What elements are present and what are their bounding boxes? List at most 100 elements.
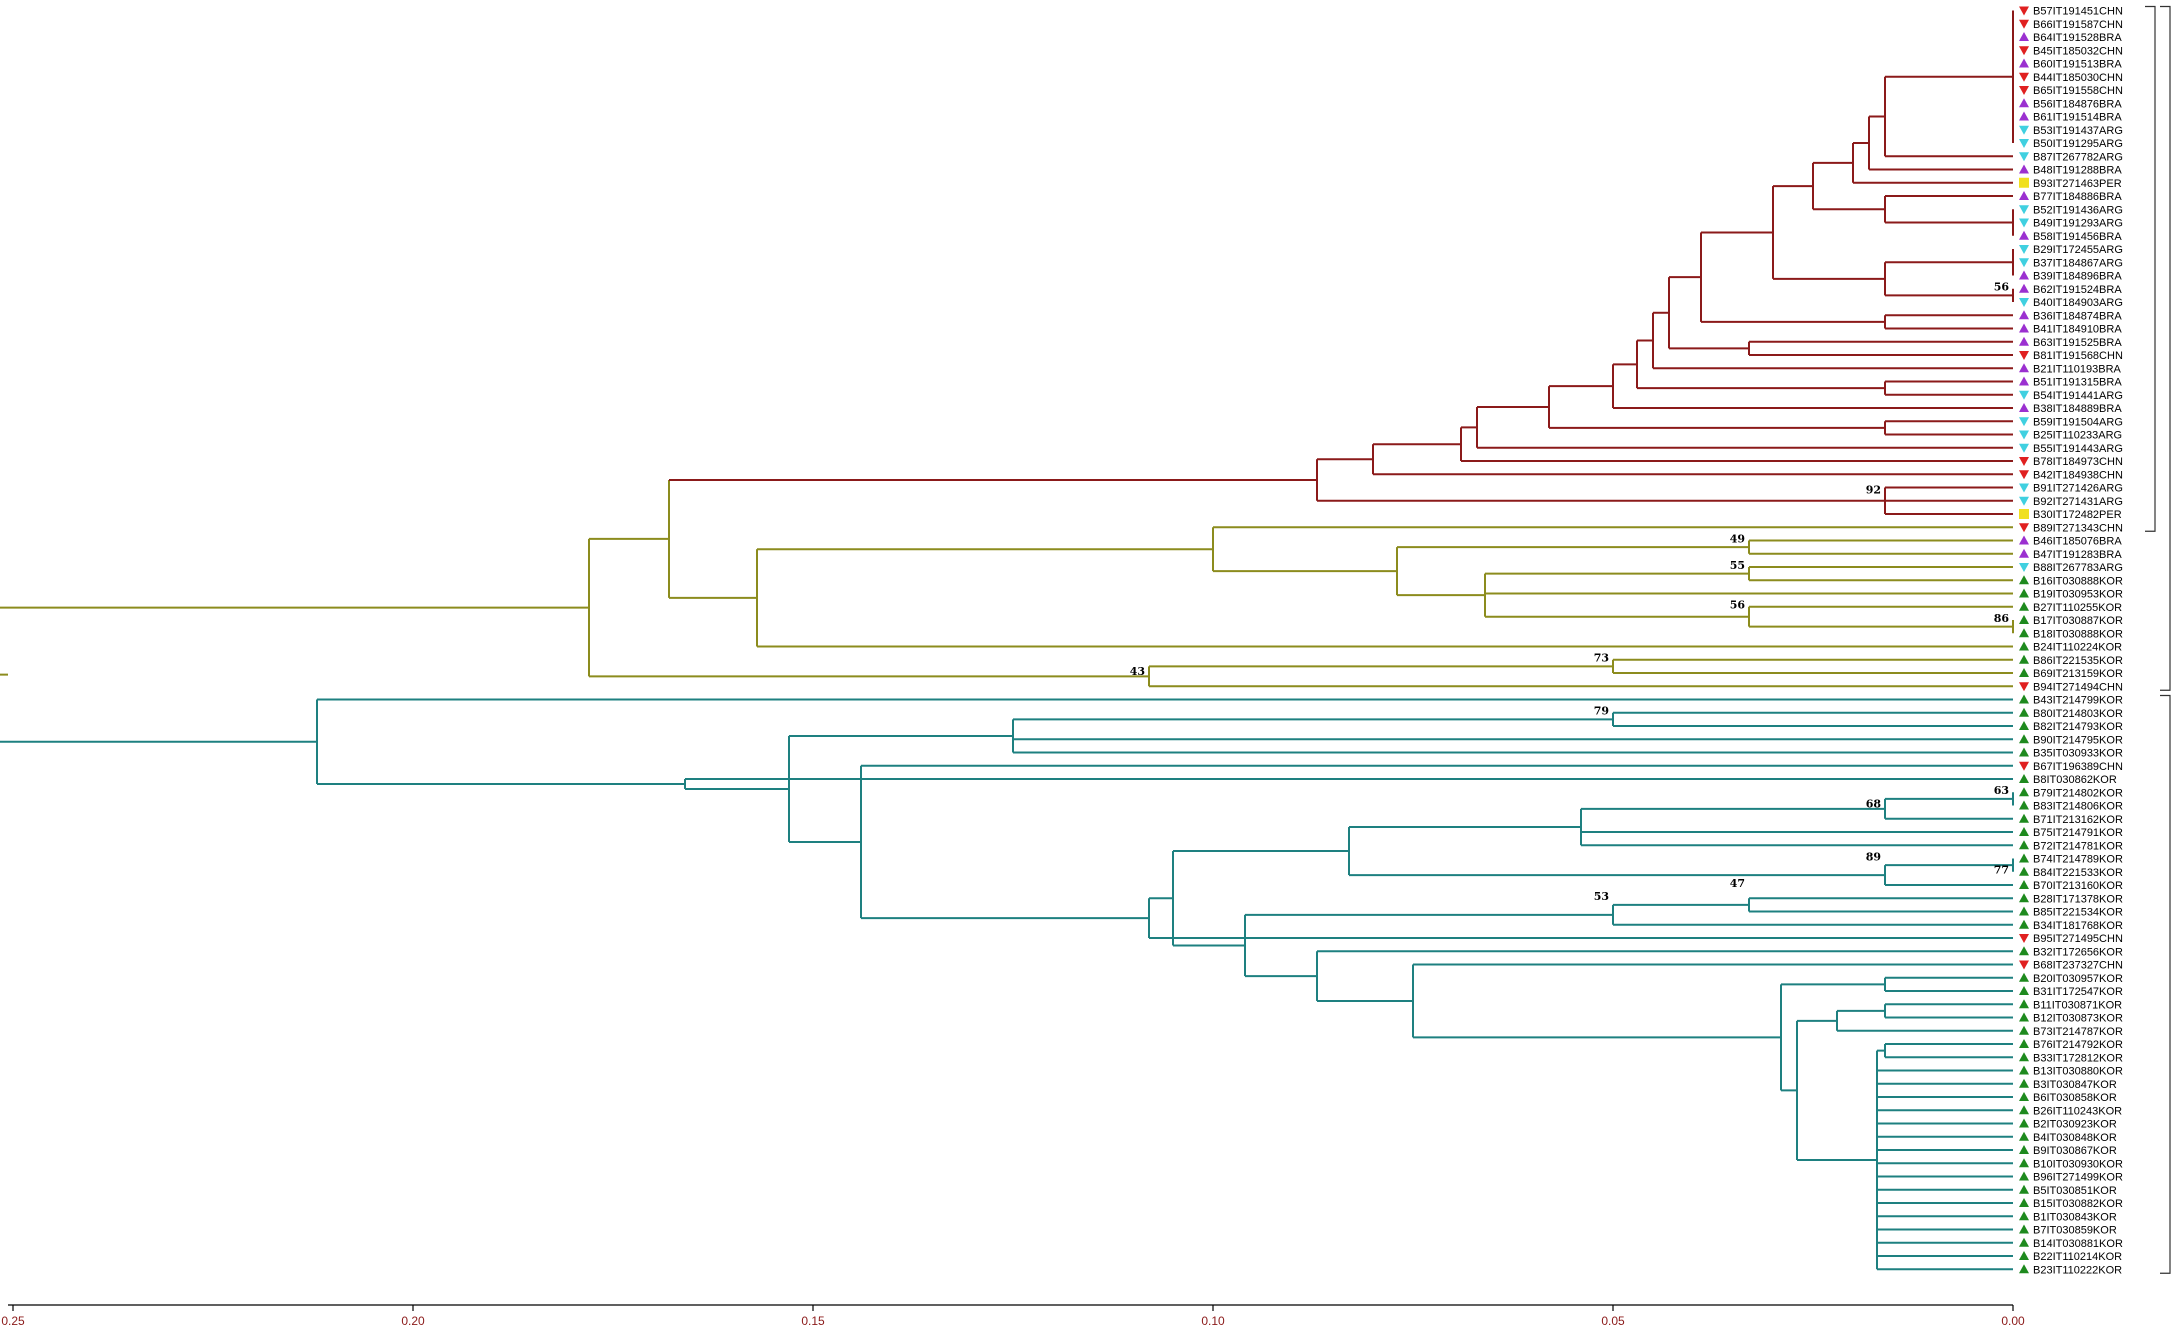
leaf-marker-triangle-up bbox=[2019, 588, 2029, 598]
leaf-label: B37IT184867ARG bbox=[2033, 257, 2123, 269]
leaf-label: B30IT172482PER bbox=[2033, 509, 2122, 521]
leaf-marker-triangle-up bbox=[2019, 1198, 2029, 1207]
distance-axis: 0.25 0.20 0.15 0.10 0.05 0.00 bbox=[1, 1304, 2025, 1328]
leaf-marker-triangle-up bbox=[2019, 721, 2029, 730]
leaf-marker-triangle-down bbox=[2019, 86, 2029, 95]
leaf-marker-triangle-up bbox=[2019, 999, 2029, 1009]
leaf-marker-triangle-down bbox=[2019, 298, 2029, 307]
leaf-label: B68IT237327CHN bbox=[2033, 960, 2123, 972]
leaf-marker-triangle-up bbox=[2019, 1184, 2029, 1194]
leaf-label: B76IT214792KOR bbox=[2033, 1039, 2123, 1051]
leaf-marker-triangle-up bbox=[2019, 336, 2029, 346]
leaf-marker-triangle-down bbox=[2019, 470, 2029, 480]
leaf-markers bbox=[2019, 6, 2029, 1274]
leaf-marker-triangle-up bbox=[2019, 98, 2029, 108]
leaf-label: B26IT110243KOR bbox=[2033, 1105, 2122, 1117]
bootstrap-value: 77 bbox=[1994, 864, 2009, 877]
leaf-label: B65IT191558CHN bbox=[2033, 85, 2123, 97]
leaf-marker-triangle-up bbox=[2019, 668, 2029, 677]
leaf-label: B36IT184874BRA bbox=[2033, 310, 2122, 322]
leaf-marker-triangle-up bbox=[2019, 1118, 2029, 1128]
leaf-label: B73IT214787KOR bbox=[2033, 1026, 2123, 1038]
leaf-marker-triangle-up bbox=[2019, 1052, 2029, 1062]
leaf-marker-triangle-down bbox=[2019, 152, 2029, 162]
leaf-label: B43IT214799KOR bbox=[2033, 695, 2123, 707]
leaf-marker-triangle-down bbox=[2019, 351, 2029, 360]
leaf-marker-triangle-up bbox=[2019, 1145, 2029, 1154]
leaf-marker-triangle-up bbox=[2019, 1092, 2029, 1101]
leaf-labels: B57IT191451CHNB66IT191587CHNB64IT191528B… bbox=[2033, 6, 2123, 1277]
leaf-label: B79IT214802KOR bbox=[2033, 787, 2123, 799]
leaf-marker-triangle-up bbox=[2019, 827, 2029, 836]
leaf-label: B58IT191456BRA bbox=[2033, 231, 2122, 243]
leaf-label: B82IT214793KOR bbox=[2033, 721, 2123, 733]
bootstrap-value: 56 bbox=[1994, 281, 2010, 294]
leaf-marker-triangle-down bbox=[2019, 139, 2029, 148]
leaf-marker-triangle-up bbox=[2019, 787, 2029, 797]
leaf-marker-triangle-down bbox=[2019, 496, 2029, 506]
leaf-label: B14IT030881KOR bbox=[2033, 1238, 2123, 1250]
leaf-marker-triangle-up bbox=[2019, 734, 2029, 744]
leaf-label: B21IT110193BRA bbox=[2033, 363, 2122, 375]
axis-tick-label: 0.25 bbox=[1, 1314, 25, 1328]
leaf-label: B62IT191524BRA bbox=[2033, 284, 2122, 296]
leaf-label: B67IT196389CHN bbox=[2033, 761, 2123, 773]
leaf-label: B63IT191525BRA bbox=[2033, 337, 2122, 349]
leaf-marker-triangle-up bbox=[2019, 641, 2029, 651]
leaf-label: B52IT191436ARG bbox=[2033, 204, 2123, 216]
leaf-marker-triangle-up bbox=[2019, 654, 2029, 664]
leaf-marker-triangle-up bbox=[2019, 747, 2029, 757]
leaf-marker-triangle-up bbox=[2019, 774, 2029, 783]
leaf-label: B8IT030862KOR bbox=[2033, 774, 2117, 786]
leaf-marker-triangle-up bbox=[2019, 164, 2029, 174]
axis-tick-label: 0.10 bbox=[1201, 1314, 1225, 1328]
leaf-label: B31IT172547KOR bbox=[2033, 986, 2123, 998]
leaf-label: B38IT184889BRA bbox=[2033, 403, 2122, 415]
bootstrap-value: 92 bbox=[1866, 483, 1881, 496]
leaf-label: B85IT221534KOR bbox=[2033, 907, 2123, 919]
leaf-marker-triangle-up bbox=[2019, 694, 2029, 704]
axis-tick-label: 0.05 bbox=[1601, 1314, 1625, 1328]
leaf-marker-triangle-up bbox=[2019, 1171, 2029, 1181]
leaf-marker-triangle-down bbox=[2019, 417, 2029, 427]
leaf-label: B28IT171378KOR bbox=[2033, 893, 2123, 905]
leaf-label: B4IT030848KOR bbox=[2033, 1132, 2117, 1144]
leaf-marker-triangle-up bbox=[2019, 840, 2029, 850]
bootstrap-value: 53 bbox=[1594, 890, 1609, 903]
leaf-marker-triangle-down bbox=[2019, 934, 2029, 943]
leaf-label: B84IT221533KOR bbox=[2033, 867, 2123, 879]
leaf-label: B39IT184896BRA bbox=[2033, 271, 2122, 283]
bootstrap-value: 79 bbox=[1594, 705, 1609, 718]
leaf-label: B11IT030871KOR bbox=[2033, 999, 2122, 1011]
leaf-marker-triangle-up bbox=[2019, 813, 2029, 823]
leaf-marker-triangle-up bbox=[2019, 880, 2029, 889]
bootstrap-value: 63 bbox=[1994, 784, 2009, 797]
group-bracket bbox=[2160, 5, 2171, 691]
leaf-marker-triangle-down bbox=[2019, 430, 2029, 440]
leaf-label: B35IT030933KOR bbox=[2033, 748, 2123, 760]
leaf-marker-triangle-up bbox=[2019, 58, 2029, 68]
leaf-label: B41IT184910BRA bbox=[2033, 324, 2122, 336]
leaf-label: B61IT191514BRA bbox=[2033, 112, 2122, 124]
leaf-marker-triangle-up bbox=[2019, 403, 2029, 412]
leaf-label: B74IT214789KOR bbox=[2033, 854, 2123, 866]
leaf-label: B29IT172455ARG bbox=[2033, 244, 2123, 256]
leaf-marker-triangle-up bbox=[2019, 1158, 2029, 1168]
tree-branches bbox=[0, 10, 2014, 1271]
group-bracket bbox=[2145, 5, 2156, 532]
leaf-marker-triangle-up bbox=[2019, 853, 2029, 863]
leaf-label: B42IT184938CHN bbox=[2033, 469, 2123, 481]
leaf-label: B24IT110224KOR bbox=[2033, 642, 2122, 654]
leaf-label: B20IT030957KOR bbox=[2033, 973, 2123, 985]
leaf-label: B90IT214795KOR bbox=[2033, 734, 2123, 746]
leaf-label: B47IT191283BRA bbox=[2033, 549, 2122, 561]
leaf-marker-triangle-down bbox=[2019, 6, 2029, 16]
leaf-label: B33IT172812KOR bbox=[2033, 1052, 2123, 1064]
leaf-marker-triangle-up bbox=[2019, 866, 2029, 876]
leaf-label: B83IT214806KOR bbox=[2033, 801, 2123, 813]
leaf-marker-triangle-down bbox=[2019, 46, 2029, 56]
bootstrap-value: 56 bbox=[1730, 599, 1746, 612]
leaf-label: B25IT110233ARG bbox=[2033, 430, 2122, 442]
leaf-marker-triangle-up bbox=[2019, 1025, 2029, 1035]
leaf-marker-triangle-down bbox=[2019, 443, 2029, 453]
